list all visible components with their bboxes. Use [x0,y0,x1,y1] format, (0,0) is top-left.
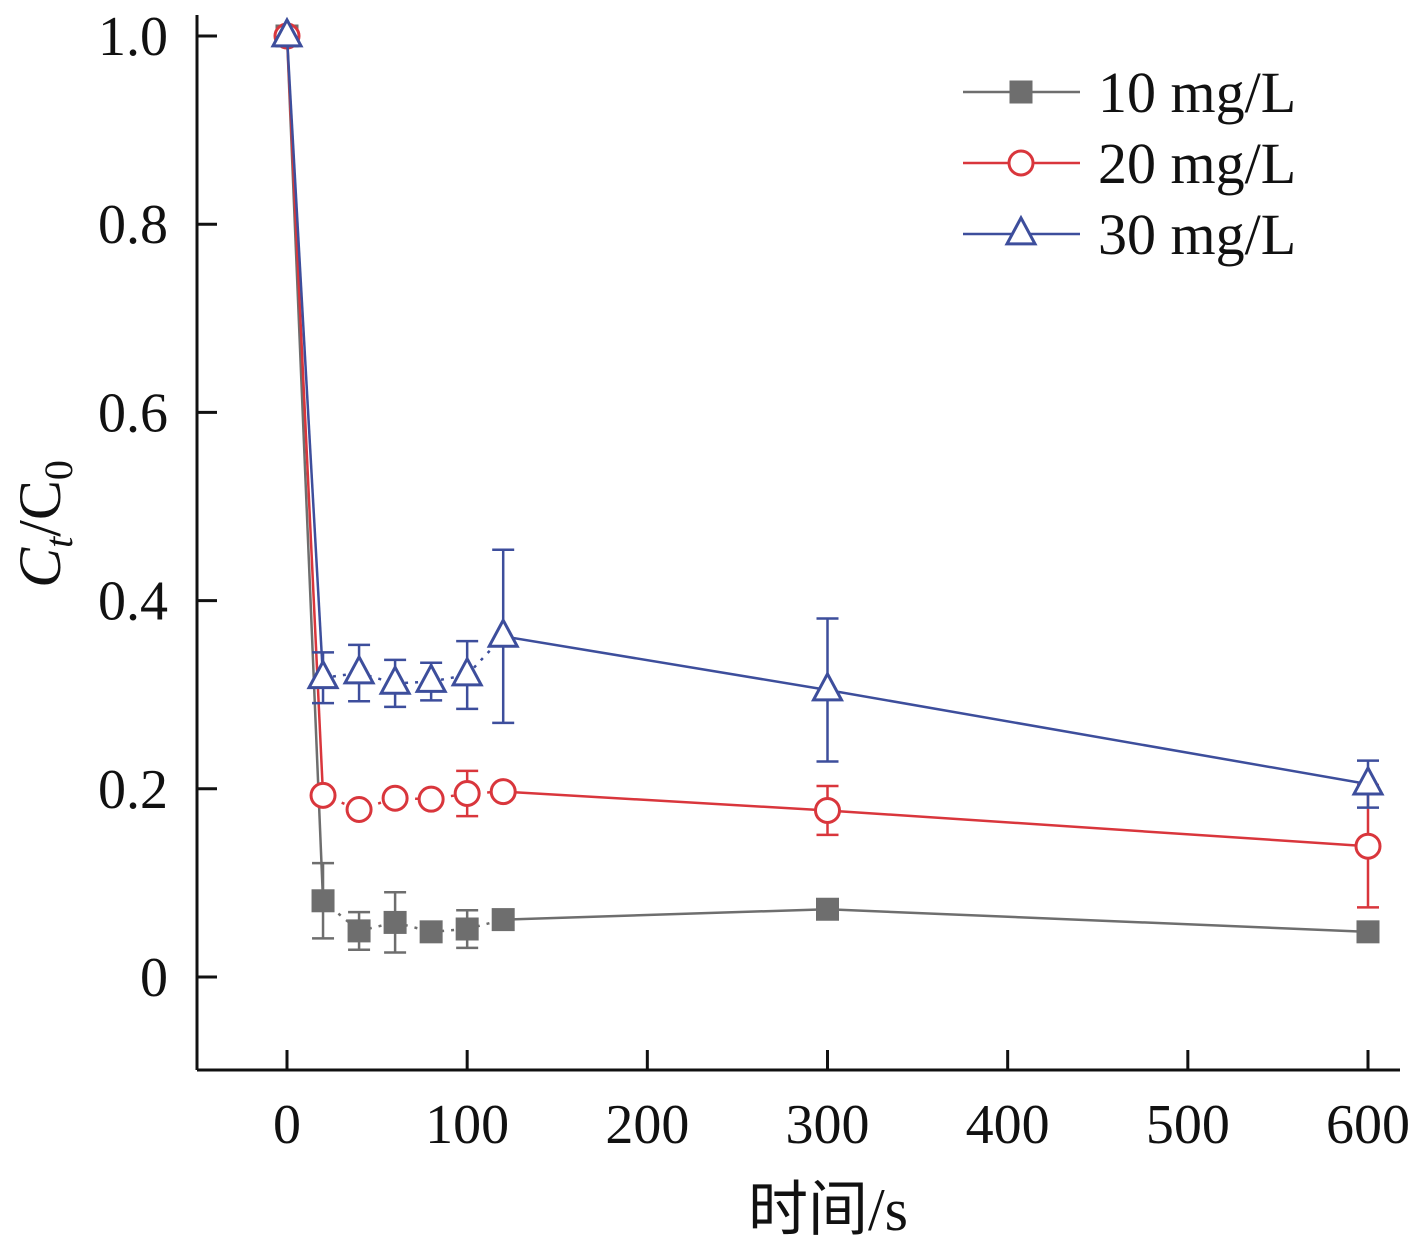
data-point [311,889,335,913]
y-tick-label: 0 [140,947,168,1009]
data-point [453,780,481,808]
data-point [816,897,839,921]
data-point [342,653,376,685]
data-point [419,920,443,944]
legend-marker [1004,214,1038,246]
legend-label: 30 mg/L [1098,202,1296,267]
legend-item-2: 20 mg/L [963,131,1296,196]
data-point [1354,832,1382,860]
y-tick-label: 0.4 [98,571,168,633]
data-point [378,664,412,695]
data-point [1351,764,1385,796]
x-tick-label: 500 [1146,1094,1230,1156]
series-line-segment [827,688,1369,786]
data-point [489,778,517,806]
series-layer [270,16,1385,954]
data-point [810,670,845,702]
legend-label: 10 mg/L [1098,60,1296,125]
y-tick-label: 0.8 [98,194,168,256]
data-point [414,662,448,693]
x-axis-title: 时间/s [748,1177,908,1243]
x-tick-label: 300 [786,1094,870,1156]
series-line-segment [502,635,828,692]
x-tick-label: 400 [966,1094,1050,1156]
data-point [381,784,409,812]
y-axis-title: Ct/C0 [7,460,81,588]
data-point [309,781,337,809]
legend-marker [1007,149,1035,177]
legend-marker [1009,80,1033,104]
data-point [383,910,407,934]
y-axis-title-c: C [7,547,73,588]
x-tick-label: 100 [425,1094,509,1156]
x-tick-label: 600 [1326,1094,1410,1156]
x-tick-label: 0 [273,1094,301,1156]
series-line-segment [503,790,828,812]
data-point [306,658,340,690]
data-point [486,617,520,648]
series-line-segment [827,809,1369,848]
data-point [1356,920,1380,944]
data-point [450,655,484,687]
y-tick-label: 0.6 [98,382,168,444]
axes: 0 0.2 0.4 0.6 0.8 1.0 0 100 200 300 400 500 600 [98,6,1410,1156]
data-point [455,917,479,941]
series-line-segment [285,35,325,678]
legend: 10 mg/L20 mg/L30 mg/L [963,60,1296,267]
x-tick-label: 200 [605,1094,689,1156]
y-tick-label: 0.2 [98,759,168,821]
y-tick-label: 1.0 [98,6,168,68]
series-line-segment [827,907,1369,934]
y-axis-title-sub-0: 0 [36,460,81,480]
y-axis-title-sub-t: t [36,536,81,548]
data-point [417,785,445,813]
data-point [814,796,841,824]
series-line-segment [503,907,828,921]
data-point [347,919,371,943]
legend-label: 20 mg/L [1098,131,1296,196]
data-point [491,908,515,932]
legend-item-3: 30 mg/L [963,202,1296,267]
data-point [345,796,373,824]
y-axis-title-c0: /C [7,480,73,537]
series-3 [270,16,1385,809]
legend-item-1: 10 mg/L [963,60,1296,125]
data-point [270,16,304,48]
